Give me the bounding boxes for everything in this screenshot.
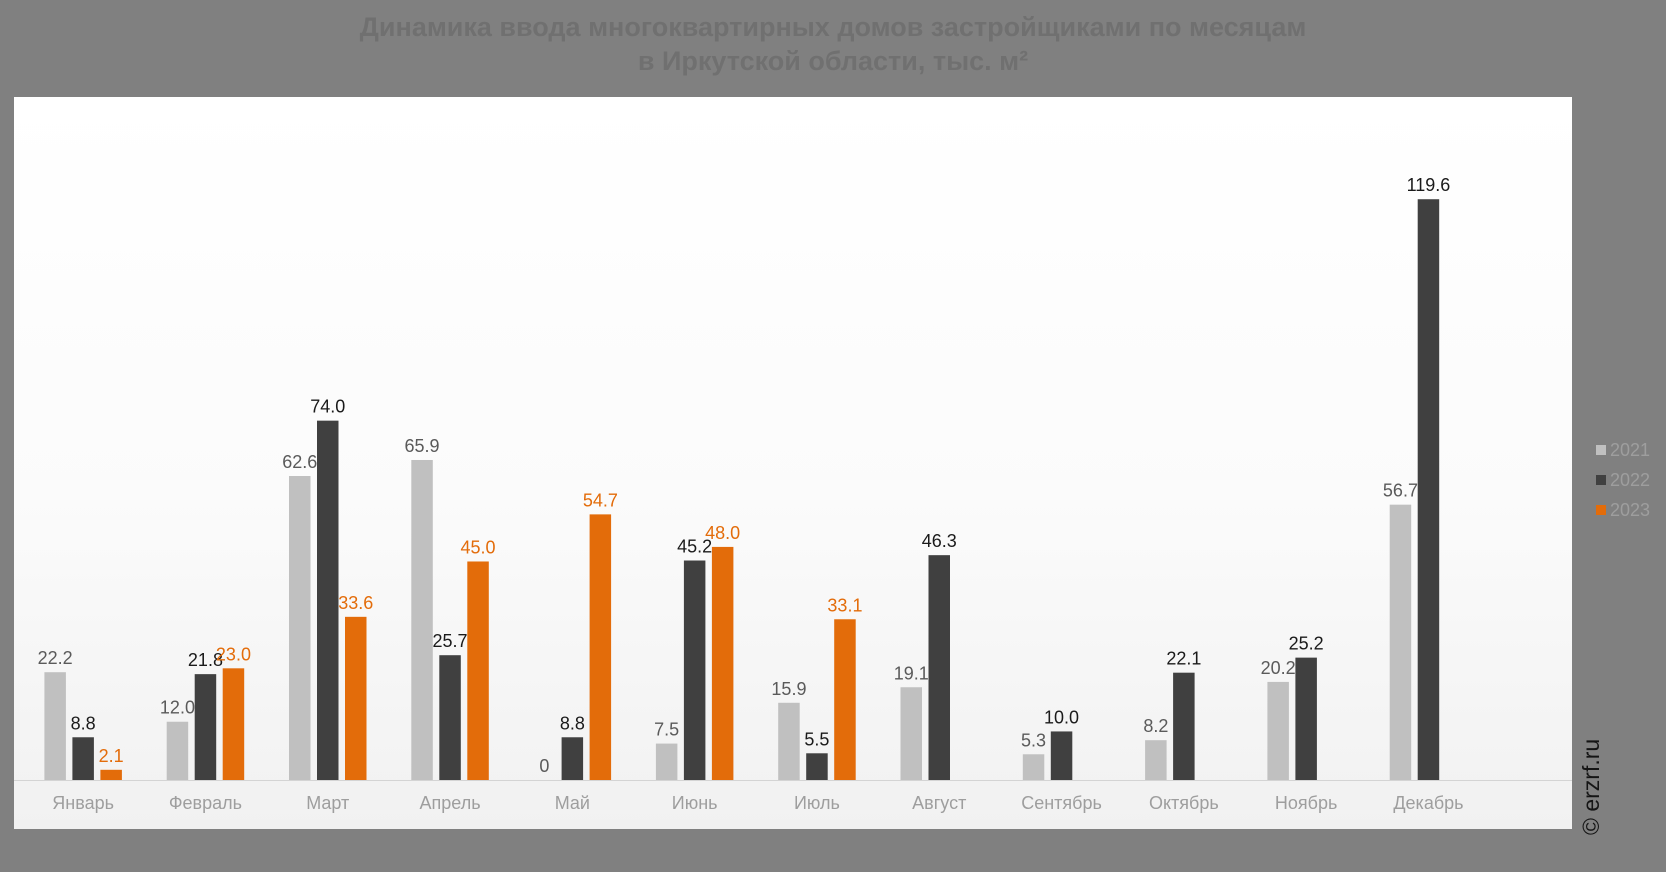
data-label-2021-7: 15.9: [771, 679, 806, 699]
data-label-2022-8: 46.3: [922, 531, 957, 551]
plot-area: 22.2 8.8 2.1 Январь 12.0 21.8 23.0 Февраль 62.6 7…: [14, 97, 1572, 829]
data-label-2023-7: 33.1: [827, 595, 862, 615]
bar-2021-1: [44, 672, 66, 780]
data-label-2022-3: 74.0: [310, 397, 345, 417]
bar-2023-1: [100, 769, 122, 780]
x-tick-label-2: Февраль: [169, 793, 242, 813]
chart-title-line-2: в Иркутской области, тыс. м²: [637, 46, 1029, 76]
bar-2022-6: [683, 560, 706, 780]
bar-2021-12: [1389, 504, 1412, 780]
bar-2021-9: [1022, 754, 1045, 780]
bar-2022-7: [806, 753, 828, 780]
data-label-2022-6: 45.2: [677, 537, 712, 557]
x-tick-label-12: Декабрь: [1393, 793, 1463, 813]
x-tick-label-8: Август: [912, 793, 966, 813]
bar-2021-8: [900, 687, 922, 780]
bar-2023-6: [711, 546, 734, 780]
data-label-2023-5: 54.7: [583, 490, 618, 510]
bar-2022-5: [561, 737, 584, 780]
data-label-2022-7: 5.5: [804, 729, 829, 749]
x-tick-label-7: Июль: [794, 793, 840, 813]
watermark: © erzrf.ru: [1578, 738, 1604, 835]
data-label-2022-1: 8.8: [71, 713, 96, 733]
data-label-2023-3: 33.6: [338, 593, 373, 613]
data-label-2021-3: 62.6: [282, 452, 317, 472]
data-label-2021-10: 8.2: [1143, 716, 1168, 736]
bar-2022-1: [72, 737, 94, 780]
bar-2021-6: [655, 743, 678, 780]
data-label-2021-12: 56.7: [1383, 481, 1418, 501]
data-label-2021-2: 12.0: [160, 698, 195, 718]
x-tick-label-1: Январь: [52, 793, 114, 813]
legend-item-2021: 2021: [1596, 435, 1650, 465]
x-tick-label-5: Май: [555, 793, 590, 813]
legend-item-2022: 2022: [1596, 465, 1650, 495]
legend-label-2023: 2023: [1610, 499, 1651, 520]
bar-2022-2: [194, 674, 217, 780]
bar-2022-11: [1295, 657, 1317, 780]
x-tick-label-6: Июнь: [672, 793, 718, 813]
bar-2021-11: [1267, 681, 1289, 780]
x-tick-label-4: Апрель: [420, 793, 481, 813]
data-label-2021-4: 65.9: [405, 436, 440, 456]
bar-2021-10: [1145, 740, 1167, 780]
legend-swatch-2022: [1596, 475, 1606, 485]
data-label-2021-6: 7.5: [654, 720, 679, 740]
bar-2023-4: [467, 561, 489, 780]
data-label-2022-4: 25.7: [433, 631, 468, 651]
bar-2021-4: [411, 459, 433, 780]
legend-swatch-2023: [1596, 505, 1606, 515]
chart-title-line-1: Динамика ввода многоквартирных домов зас…: [359, 12, 1307, 42]
bar-2023-2: [222, 668, 245, 780]
data-label-2022-12: 119.6: [1407, 175, 1451, 195]
legend-label-2022: 2022: [1610, 469, 1651, 490]
x-tick-label-10: Октябрь: [1149, 793, 1219, 813]
x-tick-label-3: Март: [306, 793, 349, 813]
data-label-2021-8: 19.1: [894, 663, 929, 683]
data-label-2022-11: 25.2: [1289, 634, 1324, 654]
bar-2022-10: [1173, 672, 1195, 780]
data-label-2022-9: 10.0: [1044, 707, 1079, 727]
data-label-2022-5: 8.8: [560, 713, 585, 733]
legend-item-2023: 2023: [1596, 495, 1650, 525]
data-label-2023-6: 48.0: [705, 523, 740, 543]
data-label-2021-5: 0: [539, 756, 549, 776]
data-label-2023-2: 23.0: [216, 644, 251, 664]
bar-2023-7: [834, 619, 856, 780]
legend-label-2021: 2021: [1610, 439, 1651, 460]
data-label-2023-1: 2.1: [99, 746, 124, 766]
legend: 2021 2022 2023: [1596, 435, 1650, 525]
x-tick-label-11: Ноябрь: [1275, 793, 1337, 813]
data-label-2021-1: 22.2: [38, 648, 73, 668]
data-label-2021-9: 5.3: [1021, 730, 1046, 750]
data-label-2022-2: 21.8: [188, 650, 223, 670]
bar-2022-9: [1050, 731, 1073, 780]
bar-2023-5: [589, 514, 612, 780]
bar-2022-12: [1417, 199, 1440, 780]
chart-title: Динамика ввода многоквартирных домов зас…: [0, 10, 1666, 78]
bar-2021-3: [289, 476, 311, 780]
bar-2021-2: [166, 721, 189, 780]
x-tick-label-9: Сентябрь: [1021, 793, 1102, 813]
bar-2022-8: [928, 555, 950, 780]
data-label-2022-10: 22.1: [1166, 649, 1201, 669]
data-label-2023-4: 45.0: [461, 537, 496, 557]
bar-chart: 22.28.82.1Январь12.021.823.0Февраль62.67…: [14, 175, 1572, 813]
bar-2022-4: [439, 655, 461, 780]
data-label-2021-11: 20.2: [1261, 658, 1296, 678]
bar-2022-3: [317, 420, 339, 780]
bar-2021-7: [778, 702, 800, 780]
bar-2023-3: [345, 616, 367, 780]
legend-swatch-2021: [1596, 445, 1606, 455]
